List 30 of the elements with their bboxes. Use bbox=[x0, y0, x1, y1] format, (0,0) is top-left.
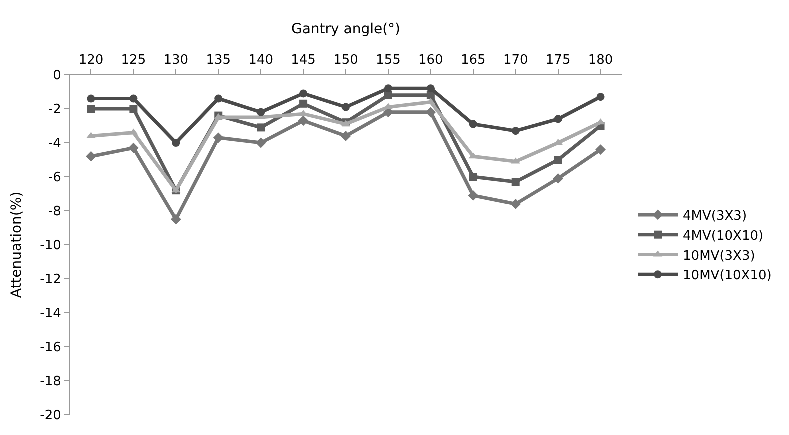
y-tick-label: -12 bbox=[40, 272, 62, 288]
y-tick-label: -2 bbox=[48, 102, 62, 118]
x-tick-label: 135 bbox=[206, 52, 232, 68]
y-tick-label: -20 bbox=[40, 408, 62, 424]
x-tick-label: 180 bbox=[588, 52, 614, 68]
y-tick-label: -16 bbox=[40, 340, 62, 356]
legend-label: 4MV(3X3) bbox=[683, 209, 748, 224]
x-tick-label: 120 bbox=[78, 52, 104, 68]
y-tick-label: -6 bbox=[48, 170, 62, 186]
x-tick-label: 165 bbox=[460, 52, 486, 68]
y-tick-label: -4 bbox=[48, 136, 62, 152]
y-tick-label: -14 bbox=[40, 306, 62, 322]
legend-label: 10MV(3X3) bbox=[683, 248, 756, 264]
legend-label: 4MV(10X10) bbox=[683, 228, 764, 244]
y-tick-label: 0 bbox=[53, 68, 62, 84]
x-tick-label: 160 bbox=[418, 52, 444, 68]
y-axis-title: Attenuation(%) bbox=[8, 192, 25, 298]
x-tick-label: 150 bbox=[334, 52, 358, 68]
x-axis-title: Gantry angle(°) bbox=[291, 21, 401, 38]
x-tick-label: 175 bbox=[546, 52, 571, 68]
y-tick-label: -10 bbox=[40, 238, 62, 254]
x-tick-label: 140 bbox=[248, 52, 274, 68]
y-tick-label: -8 bbox=[48, 204, 62, 220]
x-tick-label: 130 bbox=[164, 52, 189, 68]
y-tick-label: -18 bbox=[40, 374, 62, 390]
x-tick-label: 170 bbox=[503, 52, 528, 68]
x-tick-label: 125 bbox=[121, 52, 146, 68]
x-tick-label: 145 bbox=[291, 52, 316, 68]
legend-label: 10MV(10X10) bbox=[683, 268, 772, 284]
x-tick-label: 155 bbox=[376, 52, 401, 68]
